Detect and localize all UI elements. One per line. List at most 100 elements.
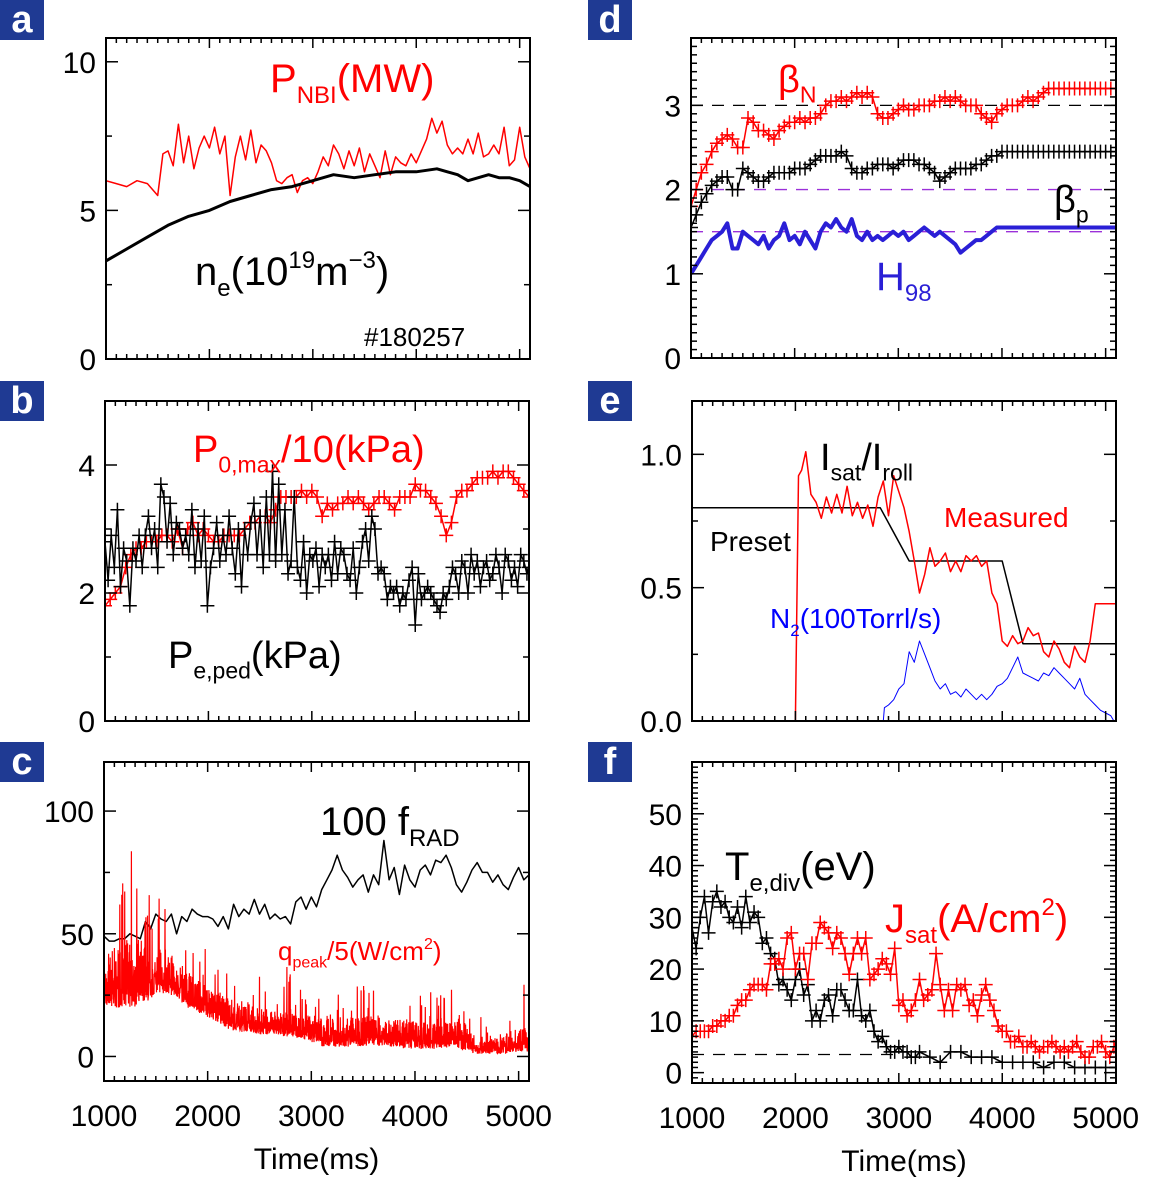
data-point-p-e-ped-kpa- [206, 541, 221, 556]
series-line-n-e-10-19-m-3- [106, 167, 530, 263]
series-label: Jsat(A/cm2) [885, 894, 1068, 949]
panel-badge-e: e [588, 380, 632, 422]
data-point-p-e-ped-kpa- [265, 464, 280, 479]
data-point-p-e-ped-kpa- [215, 528, 230, 543]
data-point-p-e-ped-kpa- [346, 541, 361, 556]
data-point-p-e-ped-kpa- [166, 547, 181, 562]
data-point-t-e-div-ev- [1036, 1060, 1051, 1075]
plot-frame [691, 400, 1117, 722]
data-point-p-e-ped-kpa- [296, 534, 311, 549]
data-point-p-e-ped-kpa- [125, 541, 140, 556]
data-point-p-e-ped-kpa- [259, 490, 274, 504]
data-point-p-e-ped-kpa- [420, 579, 435, 594]
data-point-t-e-div-ev- [780, 982, 795, 997]
label-part-tail: /I [861, 437, 882, 479]
data-point-p-e-ped-kpa- [364, 509, 379, 524]
label-part-tail: (100Torrl/s) [800, 603, 942, 634]
label-part-sub: e [217, 275, 230, 302]
x-tick-label: 3000 [865, 1102, 932, 1135]
data-point-p-e-ped-kpa- [191, 522, 206, 536]
data-point-p-e-ped-kpa- [271, 477, 286, 492]
x-tick-label: 1000 [659, 1102, 726, 1135]
data-point-beta-p [730, 182, 745, 197]
data-point-j-sat-a-cm-2- [776, 962, 791, 977]
x-tick-label: 2000 [762, 1102, 829, 1135]
data-point-p-e-ped-kpa- [284, 554, 299, 568]
data-point-j-sat-a-cm-2- [858, 931, 873, 946]
plot-area [104, 839, 529, 1055]
data-point-p-e-ped-kpa- [105, 528, 119, 543]
data-point-t-e-div-ev- [912, 1044, 927, 1059]
label-part-text: P [193, 429, 218, 471]
data-point-p-0-max-10-kpa- [387, 502, 402, 517]
plot-area [691, 81, 1116, 275]
label-part-tail2: m [315, 250, 348, 294]
data-point-p-e-ped-kpa- [129, 554, 144, 568]
data-point-j-sat-a-cm-2- [929, 946, 944, 961]
data-point-beta-p [691, 220, 698, 235]
x-tick-label: 1000 [71, 1100, 138, 1133]
y-tick-label: 2 [78, 578, 95, 611]
label-part-text: P [168, 635, 193, 677]
data-point-p-e-ped-kpa- [308, 541, 323, 556]
data-point-p-e-ped-kpa- [175, 541, 190, 556]
label-part-sub: 2 [790, 621, 799, 640]
data-point-p-e-ped-kpa- [504, 573, 519, 588]
data-point-t-e-div-ev- [1026, 1055, 1041, 1070]
plot-frame [690, 37, 1117, 359]
label-part-tail: /10(kPa) [281, 429, 425, 471]
data-point-p-e-ped-kpa- [225, 541, 240, 556]
label-part-sub2: roll [882, 460, 913, 486]
data-point-p-e-ped-kpa- [492, 560, 507, 575]
data-point-p-e-ped-kpa- [156, 490, 171, 504]
data-point-p-e-ped-kpa- [498, 547, 513, 562]
data-point-p-e-ped-kpa- [507, 560, 522, 575]
data-point-p-e-ped-kpa- [473, 579, 488, 594]
data-point-p-0-max-10-kpa- [522, 490, 529, 504]
label-part-text: I [820, 437, 831, 479]
data-point-j-sat-a-cm-2- [895, 993, 910, 1008]
data-point-p-e-ped-kpa- [429, 598, 444, 613]
series-line-p-nbi-mw- [106, 117, 530, 197]
data-point-j-sat-a-cm-2- [788, 962, 803, 977]
data-point-p-e-ped-kpa- [234, 579, 249, 594]
data-point-p-e-ped-kpa- [178, 528, 193, 543]
data-point-p-e-ped-kpa- [336, 547, 351, 562]
badge-box [588, 0, 632, 40]
data-point-t-e-div-ev- [718, 894, 733, 909]
series-label: 100 fRAD [320, 800, 460, 852]
series-line-q-peak-5-w-cm-2- [104, 851, 529, 1055]
series-label: #180257 [364, 322, 465, 352]
data-point-beta-p [927, 165, 942, 180]
data-point-j-sat-a-cm-2- [912, 972, 927, 987]
series-line-100-f-rad [104, 839, 529, 942]
badge-letter: b [10, 380, 33, 422]
y-tick-label: 2 [664, 175, 681, 208]
data-point-j-sat-a-cm-2- [879, 956, 894, 971]
data-point-t-e-div-ev- [838, 993, 853, 1008]
data-point-t-e-div-ev- [730, 899, 745, 914]
data-point-j-sat-a-cm-2- [833, 931, 848, 946]
data-point-beta-n [746, 115, 761, 130]
label-part-tail: (eV) [800, 845, 876, 889]
data-point-p-e-ped-kpa- [460, 586, 475, 600]
panel-badge-f: f [588, 741, 632, 783]
data-point-p-e-ped-kpa- [361, 554, 376, 568]
data-point-p-e-ped-kpa- [277, 502, 292, 517]
data-point-j-sat-a-cm-2- [933, 977, 948, 992]
data-point-p-e-ped-kpa- [222, 509, 237, 524]
data-point-p-e-ped-kpa- [209, 515, 224, 530]
data-point-t-e-div-ev- [809, 1003, 824, 1018]
data-point-j-sat-a-cm-2- [887, 941, 902, 956]
data-point-beta-n [766, 132, 781, 147]
data-point-t-e-div-ev- [813, 1013, 828, 1028]
data-point-p-e-ped-kpa- [212, 554, 227, 568]
data-point-p-e-ped-kpa- [144, 541, 159, 556]
data-point-p-e-ped-kpa- [169, 515, 184, 530]
data-point-p-e-ped-kpa- [150, 560, 165, 575]
data-point-p-e-ped-kpa- [395, 586, 410, 600]
data-point-p-e-ped-kpa- [352, 560, 367, 575]
badge-box [0, 742, 44, 782]
data-point-p-0-max-10-kpa- [403, 490, 418, 504]
series-line-n2-100torrl-s- [692, 640, 1115, 721]
